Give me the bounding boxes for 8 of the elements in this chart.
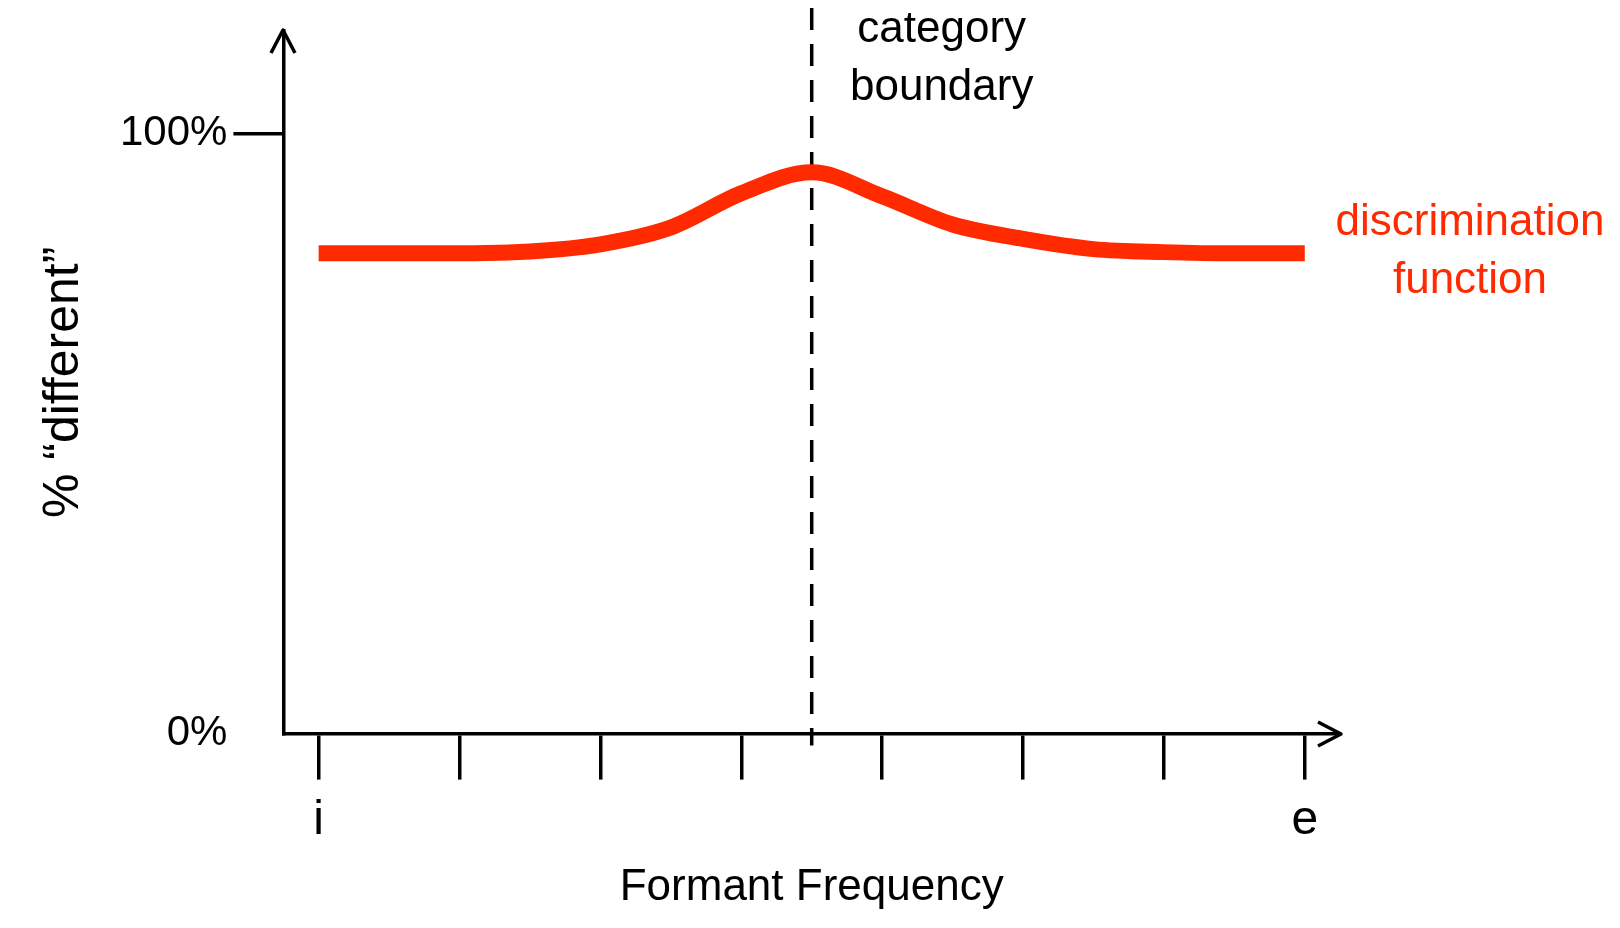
text: category boundary bbox=[849, 2, 1034, 110]
y-tick-label: 100% bbox=[120, 106, 228, 154]
y-axis-title: % “different” bbox=[32, 246, 89, 519]
x-tick-label: e bbox=[1291, 790, 1319, 844]
x-tick-label: i bbox=[313, 790, 324, 844]
x-axis-title: Formant Frequency bbox=[619, 859, 1004, 909]
y-tick-label: 0% bbox=[166, 707, 228, 755]
series-label: discrimination function bbox=[1335, 195, 1605, 303]
